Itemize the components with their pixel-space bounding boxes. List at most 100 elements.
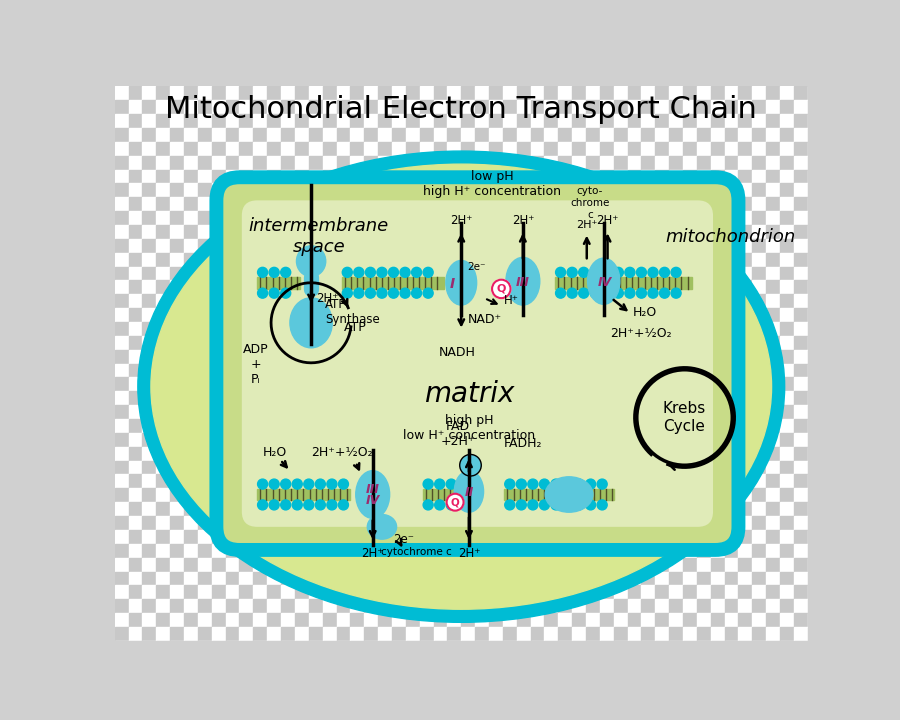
- Bar: [475, 114, 489, 128]
- Bar: [642, 197, 655, 211]
- Bar: [364, 280, 378, 294]
- Bar: [724, 419, 739, 433]
- Bar: [475, 613, 489, 627]
- Bar: [157, 391, 170, 405]
- Bar: [683, 502, 697, 516]
- Bar: [461, 225, 475, 239]
- Bar: [337, 530, 350, 544]
- Bar: [170, 516, 184, 530]
- Bar: [434, 433, 447, 446]
- Bar: [766, 169, 780, 184]
- Bar: [627, 142, 642, 156]
- Bar: [142, 474, 157, 488]
- Bar: [378, 142, 392, 156]
- Bar: [614, 544, 627, 557]
- Bar: [711, 572, 724, 585]
- Bar: [711, 488, 724, 502]
- Bar: [822, 253, 835, 266]
- Bar: [198, 114, 212, 128]
- Bar: [406, 405, 419, 419]
- Text: H⁺: H⁺: [504, 294, 518, 307]
- Bar: [780, 156, 794, 169]
- Bar: [157, 156, 170, 169]
- Bar: [614, 585, 627, 599]
- Bar: [558, 502, 572, 516]
- Text: Mitochondrial Electron Transport Chain: Mitochondrial Electron Transport Chain: [166, 95, 757, 124]
- Bar: [752, 377, 766, 391]
- Bar: [808, 100, 822, 114]
- Bar: [114, 266, 129, 280]
- Bar: [503, 557, 517, 572]
- Bar: [406, 433, 419, 446]
- Bar: [822, 613, 835, 627]
- Bar: [226, 239, 239, 253]
- Bar: [350, 294, 365, 308]
- Text: mitochondrion: mitochondrion: [666, 228, 796, 246]
- Bar: [808, 239, 822, 253]
- Bar: [392, 364, 406, 377]
- Bar: [337, 572, 350, 585]
- Bar: [711, 502, 724, 516]
- Bar: [267, 544, 281, 557]
- Bar: [766, 142, 780, 156]
- Bar: [627, 239, 642, 253]
- Bar: [254, 211, 267, 225]
- Bar: [447, 114, 461, 128]
- Bar: [642, 364, 655, 377]
- Bar: [670, 461, 683, 474]
- Bar: [392, 266, 406, 280]
- Bar: [142, 294, 157, 308]
- Bar: [364, 156, 378, 169]
- Bar: [475, 461, 489, 474]
- Bar: [517, 391, 531, 405]
- Bar: [627, 211, 642, 225]
- Bar: [752, 599, 766, 613]
- Bar: [337, 405, 350, 419]
- Bar: [655, 184, 670, 197]
- Bar: [766, 308, 780, 322]
- Bar: [739, 225, 752, 239]
- Bar: [822, 308, 835, 322]
- Bar: [129, 280, 142, 294]
- Bar: [724, 114, 739, 128]
- Bar: [198, 239, 212, 253]
- Bar: [558, 197, 572, 211]
- Bar: [350, 280, 365, 294]
- Bar: [697, 516, 711, 530]
- Bar: [461, 142, 475, 156]
- Bar: [739, 516, 752, 530]
- Bar: [683, 142, 697, 156]
- Bar: [642, 86, 655, 100]
- Bar: [337, 86, 350, 100]
- Bar: [364, 474, 378, 488]
- Bar: [739, 266, 752, 280]
- Bar: [739, 364, 752, 377]
- Bar: [544, 169, 558, 184]
- Bar: [599, 211, 614, 225]
- Bar: [544, 128, 558, 142]
- Text: H₂O: H₂O: [263, 446, 287, 459]
- Bar: [780, 530, 794, 544]
- Bar: [392, 294, 406, 308]
- Bar: [572, 322, 586, 336]
- Bar: [212, 211, 226, 225]
- Bar: [378, 391, 392, 405]
- Bar: [447, 294, 461, 308]
- Bar: [461, 654, 475, 668]
- Bar: [419, 280, 434, 294]
- Bar: [642, 419, 655, 433]
- Bar: [406, 585, 419, 599]
- Bar: [780, 211, 794, 225]
- Bar: [212, 169, 226, 184]
- Bar: [142, 544, 157, 557]
- Bar: [309, 211, 322, 225]
- Bar: [170, 86, 184, 100]
- Bar: [434, 336, 447, 350]
- Bar: [724, 364, 739, 377]
- Bar: [212, 544, 226, 557]
- Bar: [378, 446, 392, 461]
- Text: 2H⁺: 2H⁺: [450, 215, 472, 228]
- Bar: [558, 461, 572, 474]
- Bar: [655, 474, 670, 488]
- Bar: [212, 613, 226, 627]
